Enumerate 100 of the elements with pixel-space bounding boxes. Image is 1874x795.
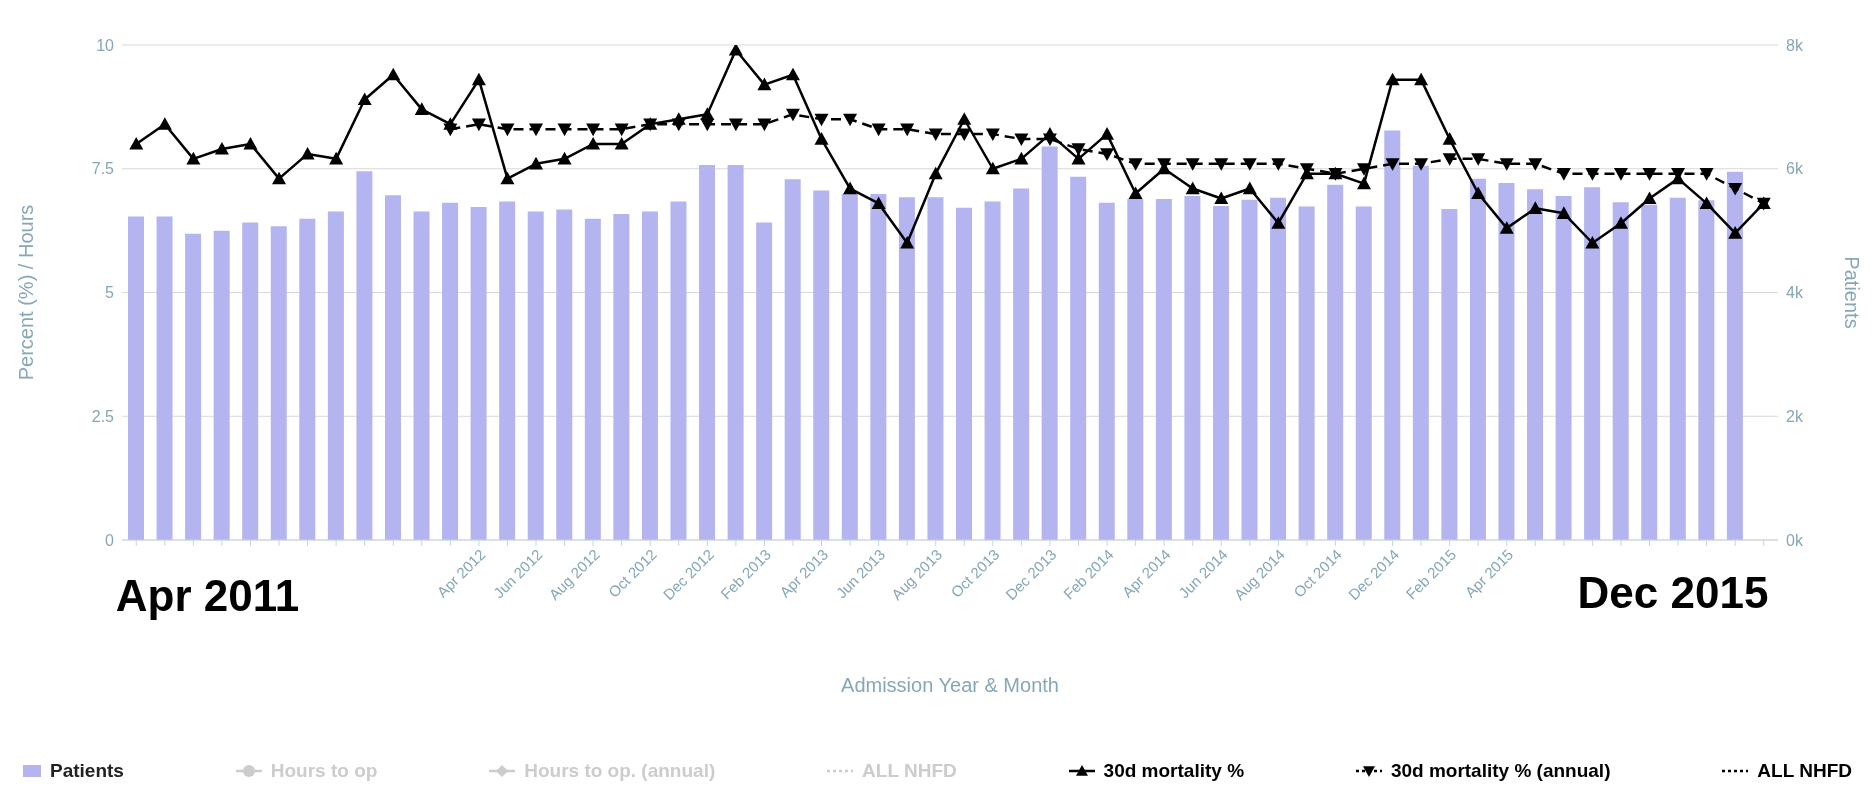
point — [1613, 168, 1628, 181]
legend-label: 30d mortality % — [1103, 760, 1245, 782]
text: Apr 2011 — [100, 563, 315, 629]
legend-label: Patients — [50, 760, 124, 782]
point — [586, 137, 601, 150]
point — [843, 181, 858, 195]
point — [671, 118, 686, 132]
point — [1471, 153, 1486, 166]
point — [871, 123, 886, 137]
point — [1442, 132, 1457, 145]
point — [985, 128, 1000, 142]
bar — [813, 190, 830, 540]
point — [471, 72, 486, 86]
point — [785, 67, 800, 81]
bar — [1669, 197, 1686, 540]
bar — [1584, 187, 1601, 540]
y-tick-label: 10 — [96, 36, 115, 54]
bar — [784, 179, 801, 540]
y-tick-label: 5 — [105, 284, 115, 302]
bar — [1155, 199, 1172, 540]
point — [814, 132, 829, 145]
bar — [270, 226, 287, 540]
point — [1214, 158, 1229, 171]
point — [928, 128, 943, 142]
point — [1242, 181, 1257, 195]
point — [1528, 158, 1543, 171]
point — [1100, 148, 1115, 161]
bar — [499, 201, 516, 540]
point — [1642, 168, 1657, 181]
point — [1442, 153, 1457, 166]
bar — [327, 211, 344, 540]
bar — [641, 211, 658, 540]
bar — [1412, 165, 1429, 540]
point — [1100, 127, 1115, 140]
y2-tick-label: 0k — [1786, 531, 1804, 549]
bar — [1355, 206, 1372, 540]
bar — [1212, 205, 1229, 540]
point — [1185, 181, 1200, 195]
bar — [1441, 208, 1458, 540]
point — [1385, 72, 1400, 86]
point — [1414, 72, 1429, 86]
point — [728, 45, 743, 56]
point — [214, 141, 229, 155]
point — [1185, 158, 1200, 171]
point — [1699, 196, 1714, 209]
bar — [1270, 197, 1287, 540]
point — [414, 102, 429, 115]
point — [1699, 168, 1714, 181]
point — [614, 123, 629, 137]
bar — [1469, 178, 1486, 540]
y2-tick-label: 6k — [1786, 160, 1804, 178]
bar — [1070, 176, 1087, 540]
point — [1385, 158, 1400, 171]
bar — [1498, 182, 1515, 540]
point — [1728, 226, 1743, 239]
bar — [898, 197, 915, 540]
bar — [1298, 206, 1315, 540]
point — [1214, 191, 1229, 205]
point — [357, 92, 372, 106]
point — [843, 113, 858, 127]
point — [1014, 133, 1029, 147]
point — [1357, 176, 1371, 190]
point — [1613, 216, 1628, 229]
point — [1042, 133, 1057, 147]
bar — [1041, 146, 1058, 540]
point — [557, 151, 572, 165]
bar — [927, 197, 944, 540]
point — [1728, 182, 1743, 196]
point — [243, 137, 258, 150]
point — [1128, 186, 1143, 200]
point — [471, 118, 486, 132]
point — [500, 123, 515, 137]
point — [129, 137, 144, 150]
bar — [1384, 130, 1401, 540]
text: Dec 2015 — [1538, 560, 1808, 626]
bar — [870, 194, 887, 540]
point — [586, 123, 601, 137]
y2-tick-label: 2k — [1786, 407, 1804, 425]
point — [785, 108, 800, 122]
y-tick-label: 2.5 — [91, 407, 115, 425]
point — [329, 151, 344, 165]
legend-label: 30d mortality % (annual) — [1390, 760, 1611, 782]
point — [1499, 221, 1514, 234]
point — [500, 171, 515, 185]
bar — [185, 233, 202, 540]
bar — [1612, 202, 1629, 540]
point — [157, 117, 172, 130]
bar — [727, 165, 744, 540]
bar — [1241, 199, 1258, 540]
bar — [1327, 184, 1344, 540]
point — [1357, 163, 1371, 176]
y-axis-title: Percent (%) / Hours — [15, 204, 38, 381]
y2-axis-title: Patients — [1840, 256, 1863, 329]
point — [186, 151, 201, 165]
bar — [242, 222, 259, 540]
point — [757, 118, 772, 132]
point — [1585, 168, 1600, 181]
y-tick-label: 0 — [105, 531, 115, 549]
legend-label: ALL NHFD — [1757, 760, 1852, 782]
bar — [1184, 195, 1201, 540]
